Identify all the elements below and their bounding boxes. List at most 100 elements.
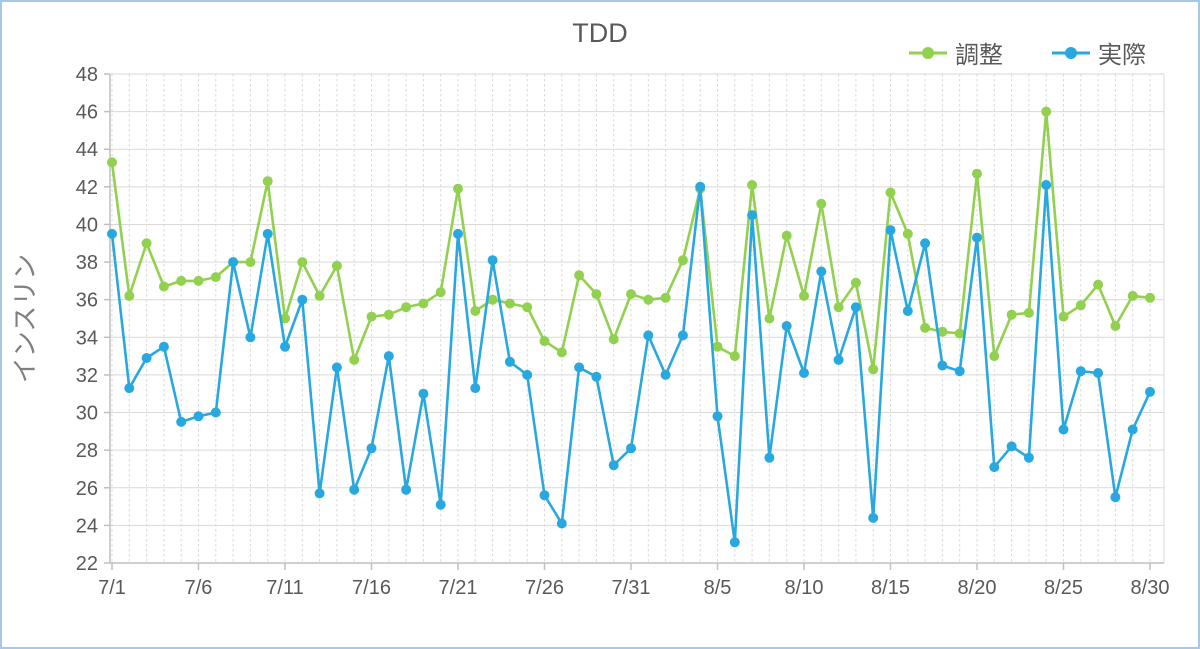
series-adjusted-point: [920, 322, 931, 333]
legend-marker-actual-icon: [1052, 46, 1090, 59]
series-actual-point: [435, 499, 446, 510]
series-actual-point: [297, 294, 308, 305]
series-adjusted-point: [193, 275, 204, 286]
series-adjusted-point: [504, 298, 515, 309]
series-adjusted-point: [989, 351, 1000, 362]
series-actual-point: [954, 366, 965, 377]
series-actual-point: [989, 462, 1000, 473]
series-actual-point: [556, 518, 567, 529]
series-adjusted-point: [245, 257, 256, 268]
y-tick-label: 22: [76, 553, 98, 575]
series-adjusted-point: [383, 309, 394, 320]
series-adjusted-point: [331, 260, 342, 271]
series-adjusted-point: [210, 272, 221, 283]
series-adjusted-point: [1023, 307, 1034, 318]
series-actual-point: [470, 383, 481, 394]
series-actual-point: [349, 484, 360, 495]
series-adjusted-point: [366, 311, 377, 322]
series-adjusted-point: [124, 290, 135, 301]
y-tick-label: 34: [76, 327, 98, 349]
series-actual-point: [1075, 366, 1086, 377]
x-tick-label: 7/26: [525, 577, 564, 599]
series-actual-point: [314, 488, 325, 499]
y-tick-label: 40: [76, 214, 98, 236]
x-tick-label: 8/25: [1044, 577, 1083, 599]
series-adjusted-point: [1006, 309, 1017, 320]
legend-label-actual: 実際: [1098, 42, 1146, 69]
series-adjusted-point: [574, 270, 585, 281]
series-adjusted-point: [972, 168, 982, 179]
series-adjusted-point: [1075, 300, 1086, 311]
legend-label-adjusted: 調整: [955, 42, 1003, 69]
x-tick-label: 8/10: [785, 577, 824, 599]
series-actual-point: [124, 383, 135, 394]
series-actual-point: [1145, 386, 1155, 397]
series-adjusted-point: [401, 302, 412, 313]
series-adjusted-point: [937, 326, 948, 337]
series-adjusted-point: [764, 313, 775, 324]
series-actual-point: [1023, 452, 1034, 463]
series-actual-point: [747, 210, 758, 221]
y-tick-label: 32: [76, 365, 98, 387]
series-actual-point: [695, 181, 706, 192]
series-adjusted-point: [677, 255, 688, 266]
series-adjusted-point: [729, 351, 740, 362]
series-actual-point: [799, 368, 809, 378]
legend: 調整 実際: [908, 35, 1146, 70]
series-actual-point: [833, 354, 844, 365]
y-tick-label: 24: [76, 515, 98, 537]
series-actual-point: [1041, 180, 1052, 190]
series-actual-point: [158, 341, 169, 352]
series-adjusted-point: [712, 341, 723, 352]
y-axis-title: インスリン: [10, 254, 40, 383]
series-adjusted-point: [280, 313, 290, 324]
series-actual-point: [418, 388, 429, 399]
series-adjusted-point: [1145, 292, 1155, 303]
series-actual-point: [366, 443, 377, 454]
series-adjusted-point: [141, 238, 152, 249]
series-adjusted-point: [643, 294, 654, 305]
x-tick-label: 7/6: [185, 577, 213, 599]
series-actual-point: [868, 512, 879, 523]
series-actual-point: [920, 238, 931, 249]
series-actual-point: [902, 306, 913, 316]
series-actual-point: [574, 362, 585, 373]
y-tick-label: 44: [76, 139, 98, 161]
series-actual-point: [522, 369, 533, 380]
series-actual-point: [176, 416, 187, 427]
series-adjusted-point: [158, 281, 169, 292]
series-actual-point: [1093, 368, 1104, 378]
y-axis-tick-labels: 22 24 26 28 30 32 34 36 38 40 42 44 46 48: [76, 64, 98, 575]
series-actual-point: [608, 460, 619, 471]
series-actual-point: [262, 228, 273, 239]
series-adjusted-point: [885, 187, 896, 198]
series-adjusted-point: [522, 302, 533, 313]
series-adjusted-point: [297, 257, 308, 268]
series-actual-point: [1110, 492, 1121, 503]
series-actual-point: [850, 302, 861, 313]
x-tick-label: 7/16: [352, 577, 391, 599]
x-tick-label: 8/5: [704, 577, 732, 599]
series-adjusted: [107, 106, 1155, 375]
series-adjusted-point: [868, 364, 879, 375]
series-actual-point: [141, 353, 152, 363]
x-tick-label: 7/21: [439, 577, 478, 599]
series-adjusted-point: [902, 228, 913, 239]
series-adjusted-point: [539, 336, 550, 347]
series-actual-point: [816, 266, 827, 277]
series-actual-point: [643, 330, 654, 341]
series-actual-point: [781, 321, 792, 331]
series-adjusted-point: [1127, 290, 1138, 301]
series-adjusted-point: [626, 289, 636, 300]
series-actual-point: [453, 228, 463, 239]
series-adjusted-point: [470, 306, 481, 316]
series-adjusted-point: [747, 180, 758, 190]
series-adjusted-point: [107, 157, 117, 168]
series-adjusted-point: [781, 230, 792, 241]
series-actual-point: [972, 232, 982, 243]
series-adjusted-point: [556, 347, 567, 358]
series-actual-point: [107, 228, 117, 239]
legend-item-adjusted: 調整: [908, 35, 1003, 70]
